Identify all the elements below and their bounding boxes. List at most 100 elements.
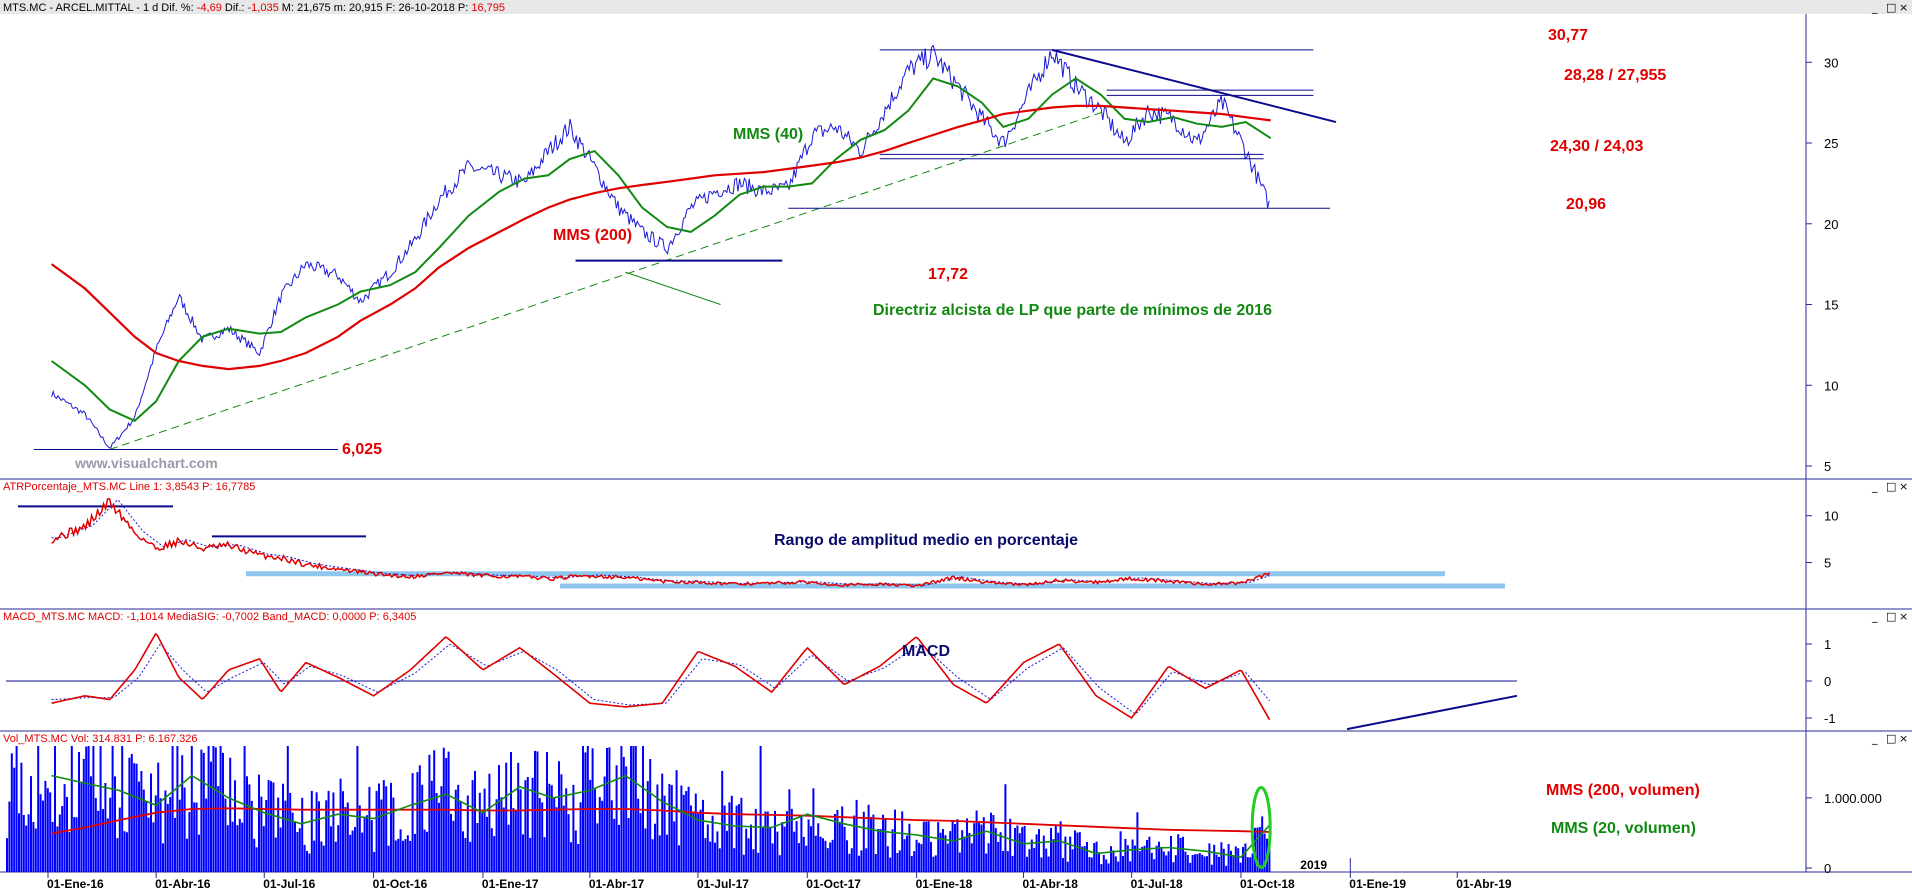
volume-bar <box>685 791 688 872</box>
macd-header: MACD_MTS.MC MACD: -1,1014 MediaSIG: -0,7… <box>3 611 416 623</box>
volume-bar <box>690 805 692 872</box>
volume-bar <box>817 823 820 872</box>
volume-bar <box>188 811 191 872</box>
volume-bar <box>102 809 104 872</box>
vol-minimize-icon[interactable]: _ <box>1871 732 1878 745</box>
volume-bar <box>1256 827 1259 872</box>
volume-bar <box>1146 840 1148 872</box>
volume-bar <box>728 802 731 872</box>
minimize-icon[interactable]: _ <box>1871 1 1878 14</box>
volume-bar <box>1242 847 1244 872</box>
close-icon[interactable]: × <box>1899 1 1908 14</box>
label-trendline: Directriz alcista de LP que parte de mín… <box>873 302 1272 319</box>
volume-bar <box>1011 855 1014 872</box>
restore-icon[interactable]: □ <box>1886 1 1896 14</box>
atr-restore-icon[interactable]: □ <box>1886 480 1896 493</box>
volume-highlight-ellipse <box>1250 786 1272 870</box>
volume-bar <box>260 796 263 872</box>
volume-bar <box>404 839 407 872</box>
volume-bar <box>1153 859 1156 872</box>
volume-bar <box>39 794 42 872</box>
atr-close-icon[interactable]: × <box>1899 480 1908 493</box>
volume-bar <box>78 752 80 872</box>
volume-bar <box>987 843 990 872</box>
volume-bar <box>514 810 517 872</box>
volume-bar <box>1042 835 1045 872</box>
volume-bar <box>639 813 642 872</box>
price-y-tick: 15 <box>1824 298 1838 313</box>
volume-bar <box>934 855 937 872</box>
volume-bar <box>1230 850 1232 872</box>
volume-bar <box>272 782 275 872</box>
volume-bar <box>238 818 241 872</box>
x-tick-label: 01-Abr-18 <box>1023 877 1079 891</box>
volume-bar <box>980 824 983 872</box>
macd-minimize-icon[interactable]: _ <box>1871 610 1878 623</box>
volume-bar <box>402 840 404 872</box>
volume-bar <box>1208 843 1211 872</box>
volume-bar <box>414 833 416 872</box>
price-y-tick: 25 <box>1824 136 1838 151</box>
volume-bar <box>380 799 383 872</box>
atr-minimize-icon[interactable]: _ <box>1871 480 1878 493</box>
label-resistance: 28,28 / 27,955 <box>1564 67 1666 84</box>
volume-bar <box>776 831 779 872</box>
macd-close-icon[interactable]: × <box>1899 610 1908 623</box>
volume-bar <box>519 789 522 872</box>
volume-bar <box>1237 848 1240 872</box>
volume-bar <box>716 831 719 872</box>
volume-bar <box>1088 857 1091 872</box>
volume-bar <box>30 776 32 872</box>
volume-bar <box>1239 862 1242 872</box>
vol-restore-icon[interactable]: □ <box>1886 732 1896 745</box>
volume-bar <box>992 815 995 872</box>
volume-bar <box>140 771 143 872</box>
volume-bar <box>1110 846 1112 872</box>
volume-bar <box>166 803 169 872</box>
volume-bar <box>433 750 436 872</box>
volume-bar <box>1184 851 1187 872</box>
volume-bar <box>370 820 373 872</box>
volume-bar <box>186 838 188 872</box>
atr-line <box>51 498 1271 588</box>
volume-bar <box>1078 832 1081 872</box>
vol-mms200-line <box>51 807 1271 835</box>
volume-bar <box>498 765 500 872</box>
macd-y-tick: 1 <box>1824 637 1831 652</box>
volume-bar <box>90 776 92 872</box>
volume-bar <box>1162 851 1165 872</box>
volume-bar <box>670 785 673 872</box>
label-last-low: 20,96 <box>1566 196 1606 213</box>
volume-bar <box>812 788 815 872</box>
volume-bar <box>214 747 217 872</box>
volume-bar <box>1054 825 1057 872</box>
vol-y-tick: 0 <box>1824 861 1831 876</box>
volume-bar <box>687 786 690 872</box>
vol-annotation-20: MMS (20, volumen) <box>1551 820 1696 837</box>
vol-close-icon[interactable]: × <box>1899 732 1908 745</box>
volume-bar <box>181 755 184 872</box>
volume-bar <box>61 806 64 872</box>
volume-bar <box>411 773 414 872</box>
volume-bar <box>577 844 580 872</box>
volume-bar <box>882 814 884 872</box>
volume-bar <box>838 822 841 872</box>
volume-bar <box>721 770 724 872</box>
volume-bar <box>423 829 426 872</box>
x-tick-label: 01-Abr-16 <box>155 877 211 891</box>
volume-bar <box>1016 825 1019 872</box>
volume-bar <box>709 841 712 872</box>
volume-bar <box>1179 837 1182 872</box>
volume-bar <box>99 746 102 872</box>
volume-bar <box>627 818 630 872</box>
volume-bar <box>814 835 817 872</box>
volume-bar <box>322 845 325 872</box>
macd-restore-icon[interactable]: □ <box>1886 610 1896 623</box>
volume-bar <box>37 746 40 872</box>
volume-bar <box>788 789 791 872</box>
volume-bar <box>308 853 311 872</box>
volume-bar <box>579 802 582 872</box>
volume-bar <box>1134 845 1136 872</box>
